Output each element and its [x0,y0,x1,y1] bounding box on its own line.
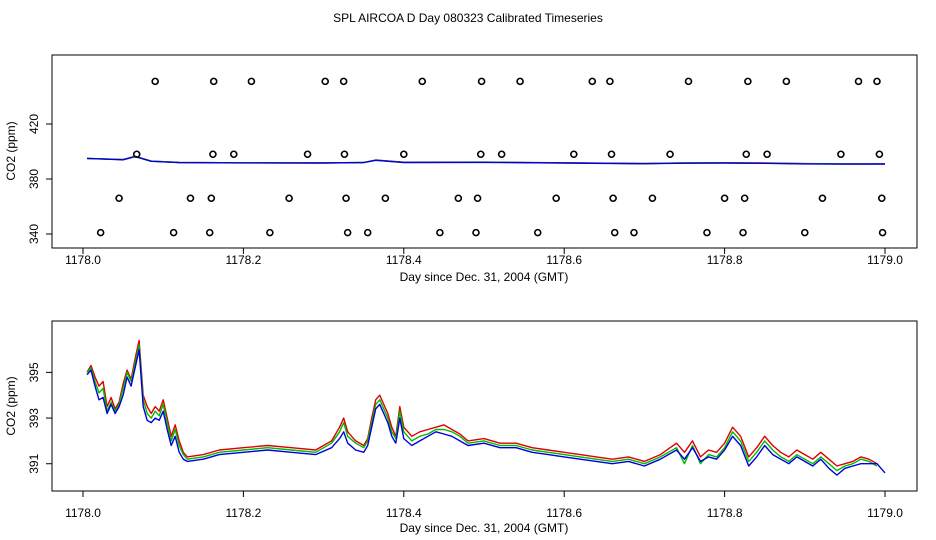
series-layer [86,339,886,476]
flag-point [476,150,485,159]
x-tick-label: 1178.0 [65,253,101,267]
flag-point [342,194,350,203]
flag-point [720,194,729,203]
flag-point [321,77,330,86]
flag-point [285,194,293,203]
x-tick-label: 1178.2 [225,253,261,267]
series-line-series-2 [86,344,878,472]
flag-point [169,228,178,237]
flag-point [247,77,256,86]
flag-point [340,150,349,159]
flag-point [229,150,238,159]
flag-point [606,77,614,86]
series-line-series-1 [86,339,878,467]
flag-point [115,194,123,203]
flag-point [205,228,214,237]
flag-point [399,150,408,159]
flag-point [703,228,711,237]
flag-point [343,228,352,237]
x-axis-label: Day since Dec. 31, 2004 (GMT) [400,270,569,284]
flag-point [381,194,390,203]
flag-point [740,194,749,203]
flag-point [763,150,771,159]
flag-point [609,194,617,203]
y-tick-label: 393 [27,408,41,428]
y-axis: 391 393 395 [27,362,52,474]
flag-point [516,77,524,86]
flag-point [473,194,482,203]
flag-point [878,228,887,237]
flag-point [630,228,638,237]
y-tick-label: 395 [27,362,41,382]
flag-point [648,194,657,203]
flag-point [684,77,693,86]
flag-point [739,228,747,237]
y-tick-label: 340 [27,224,41,244]
flag-point [877,194,886,203]
flag-point [854,77,863,86]
flag-point [363,228,372,237]
flag-point [436,228,444,237]
flag-point [744,77,752,86]
flag-point [418,77,427,86]
flag-points [96,77,887,237]
flag-point [132,150,141,159]
flag-point [818,194,827,203]
x-tick-label: 1178.6 [546,253,582,267]
y-tick-label: 420 [27,114,41,134]
series-line-series-3 [86,155,886,165]
flag-point [303,150,312,159]
flag-point [186,194,195,203]
x-tick-label: 1178.8 [707,506,743,520]
x-tick-label: 1178.4 [386,506,422,520]
series-line-series-3 [86,348,886,476]
x-tick-label: 1179.0 [867,506,903,520]
flag-point [552,194,560,203]
flag-point [96,228,105,237]
x-tick-label: 1178.6 [546,506,582,520]
y-tick-label: 380 [27,169,41,189]
flag-point [782,77,791,86]
flag-point [497,150,506,159]
y-axis: 340 380 420 [27,114,52,244]
flag-point [339,77,348,86]
flag-point [873,77,881,86]
x-axis: 1178.0 1178.2 1178.4 1178.6 1178.8 1179.0 [65,248,903,267]
flag-point [209,77,218,86]
x-tick-label: 1179.0 [867,253,903,267]
x-tick-label: 1178.8 [707,253,743,267]
figure-title: SPL AIRCOA D Day 080323 Calibrated Times… [333,11,603,25]
flag-point [610,228,619,237]
x-axis: 1178.0 1178.2 1178.4 1178.6 1178.8 1179.0 [65,491,903,520]
flag-point [666,150,674,159]
flag-point [533,228,542,237]
flag-point [837,150,845,159]
y-axis-label: CO2 (ppm) [4,376,18,435]
flag-point [207,194,216,203]
series-layer [86,155,886,165]
flag-point [570,150,578,159]
flag-point [209,150,217,159]
plot-frame [51,320,918,492]
flag-point [477,77,486,86]
x-tick-label: 1178.2 [225,506,261,520]
x-axis-label: Day since Dec. 31, 2004 (GMT) [400,521,569,535]
y-axis-label: CO2 (ppm) [4,121,18,180]
y-tick-label: 391 [27,453,41,473]
x-tick-label: 1178.4 [386,253,422,267]
flag-point [875,150,884,159]
panel-bottom: 1178.0 1178.2 1178.4 1178.6 1178.8 1179.0 391… [4,320,918,535]
flag-point [742,150,751,159]
flag-point [800,228,809,237]
flag-point [607,150,616,159]
flag-point [588,77,597,86]
flag-point [454,194,463,203]
plot-frame [51,54,918,249]
flag-point [266,228,274,237]
panel-top: 1178.0 1178.2 1178.4 1178.6 1178.8 1179.0 340… [4,54,918,284]
flag-point [151,77,159,86]
x-tick-label: 1178.0 [65,506,101,520]
flag-point [472,228,480,237]
